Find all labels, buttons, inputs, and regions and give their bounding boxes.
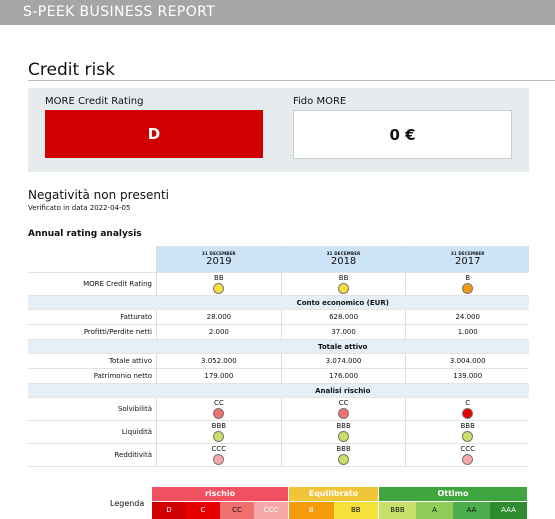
fido-value-box: 0 €: [293, 110, 512, 159]
legend-group-title: Equilibrato: [289, 487, 378, 501]
title-divider: [28, 80, 555, 81]
rating-value-box: D: [45, 110, 263, 158]
legend-group-equilibrato: Equilibrato B BB: [289, 487, 378, 519]
rating-dot-icon: [213, 283, 225, 294]
table-row: Profitti/Perdite netti 2.000 37.000 1.00…: [28, 324, 529, 340]
year-col-2019: 31 DECEMBER 2019: [156, 246, 282, 273]
legend-label: Legenda: [110, 499, 145, 508]
table-row: Solvibilità CC CC C: [28, 397, 529, 421]
rating-dot-icon: [338, 283, 350, 294]
section-row: Totale attivo: [28, 339, 529, 354]
legend-cell: AAA: [490, 502, 527, 519]
legend-cell: AA: [453, 502, 490, 519]
table-row: MORE Credit Rating BB BB B: [28, 272, 529, 296]
annual-rating-title: Annual rating analysis: [28, 229, 142, 239]
legend-group-title: Ottimo: [379, 487, 527, 501]
legend-cell: D: [152, 502, 186, 519]
table-row: Fatturato 28.000 628.000 24.000: [28, 309, 529, 325]
legend-cell: CC: [220, 502, 254, 519]
section-row: Conto economico (EUR): [28, 295, 529, 310]
fido-label: Fido MORE: [293, 96, 347, 107]
credit-risk-title: Credit risk: [28, 60, 115, 80]
legend-group-rischio: rischio D C CC CCC: [152, 487, 288, 519]
legend-cell: A: [416, 502, 453, 519]
annual-rating-table: 31 DECEMBER 2019 31 DECEMBER 2018 31 DECEM…: [28, 246, 529, 467]
rating-dot-icon: [462, 454, 474, 465]
legend-group-title: rischio: [152, 487, 288, 501]
legend-cell: C: [186, 502, 220, 519]
table-row: Totale attivo 3.052.000 3.074.000 3.004.…: [28, 353, 529, 369]
table-row: Patrimonio netto 179.000 176.000 139.000: [28, 368, 529, 384]
year-header-row: 31 DECEMBER 2019 31 DECEMBER 2018 31 DECEM…: [28, 246, 529, 273]
rating-dot-icon: [213, 454, 225, 465]
table-row: Liquidità BBB BBB BBB: [28, 420, 529, 444]
year-col-2017: 31 DECEMBER 2017: [405, 246, 529, 273]
legend-group-ottimo: Ottimo BBB A AA AAA: [379, 487, 527, 519]
rating-dot-icon: [338, 454, 350, 465]
rating-dot-icon: [213, 431, 225, 442]
rating-dot-icon: [213, 408, 225, 419]
rating-dot-icon: [338, 408, 350, 419]
row-label: MORE Credit Rating: [28, 272, 157, 296]
rating-dot-icon: [462, 283, 474, 294]
rating-dot-icon: [462, 431, 474, 442]
rating-dot-icon: [338, 431, 350, 442]
legend-cell: BBB: [379, 502, 416, 519]
credit-panel: MORE Credit Rating D Fido MORE 0 €: [28, 88, 529, 172]
legend-cell: CCC: [254, 502, 288, 519]
rating-dot-icon: [462, 408, 474, 419]
section-row: Analisi rischio: [28, 383, 529, 398]
legend-cell: B: [289, 502, 334, 519]
report-header-bar: S-PEEK BUSINESS REPORT: [0, 0, 555, 25]
negativity-title: Negatività non presenti: [28, 188, 169, 202]
verification-date: Verificato in data 2022-04-05: [28, 204, 131, 212]
year-col-2018: 31 DECEMBER 2018: [280, 246, 406, 273]
rating-label: MORE Credit Rating: [45, 96, 144, 107]
table-row: Redditività CCC BBB CCC: [28, 443, 529, 467]
legend-cell: BB: [333, 502, 378, 519]
report-title: S-PEEK BUSINESS REPORT: [23, 4, 216, 20]
